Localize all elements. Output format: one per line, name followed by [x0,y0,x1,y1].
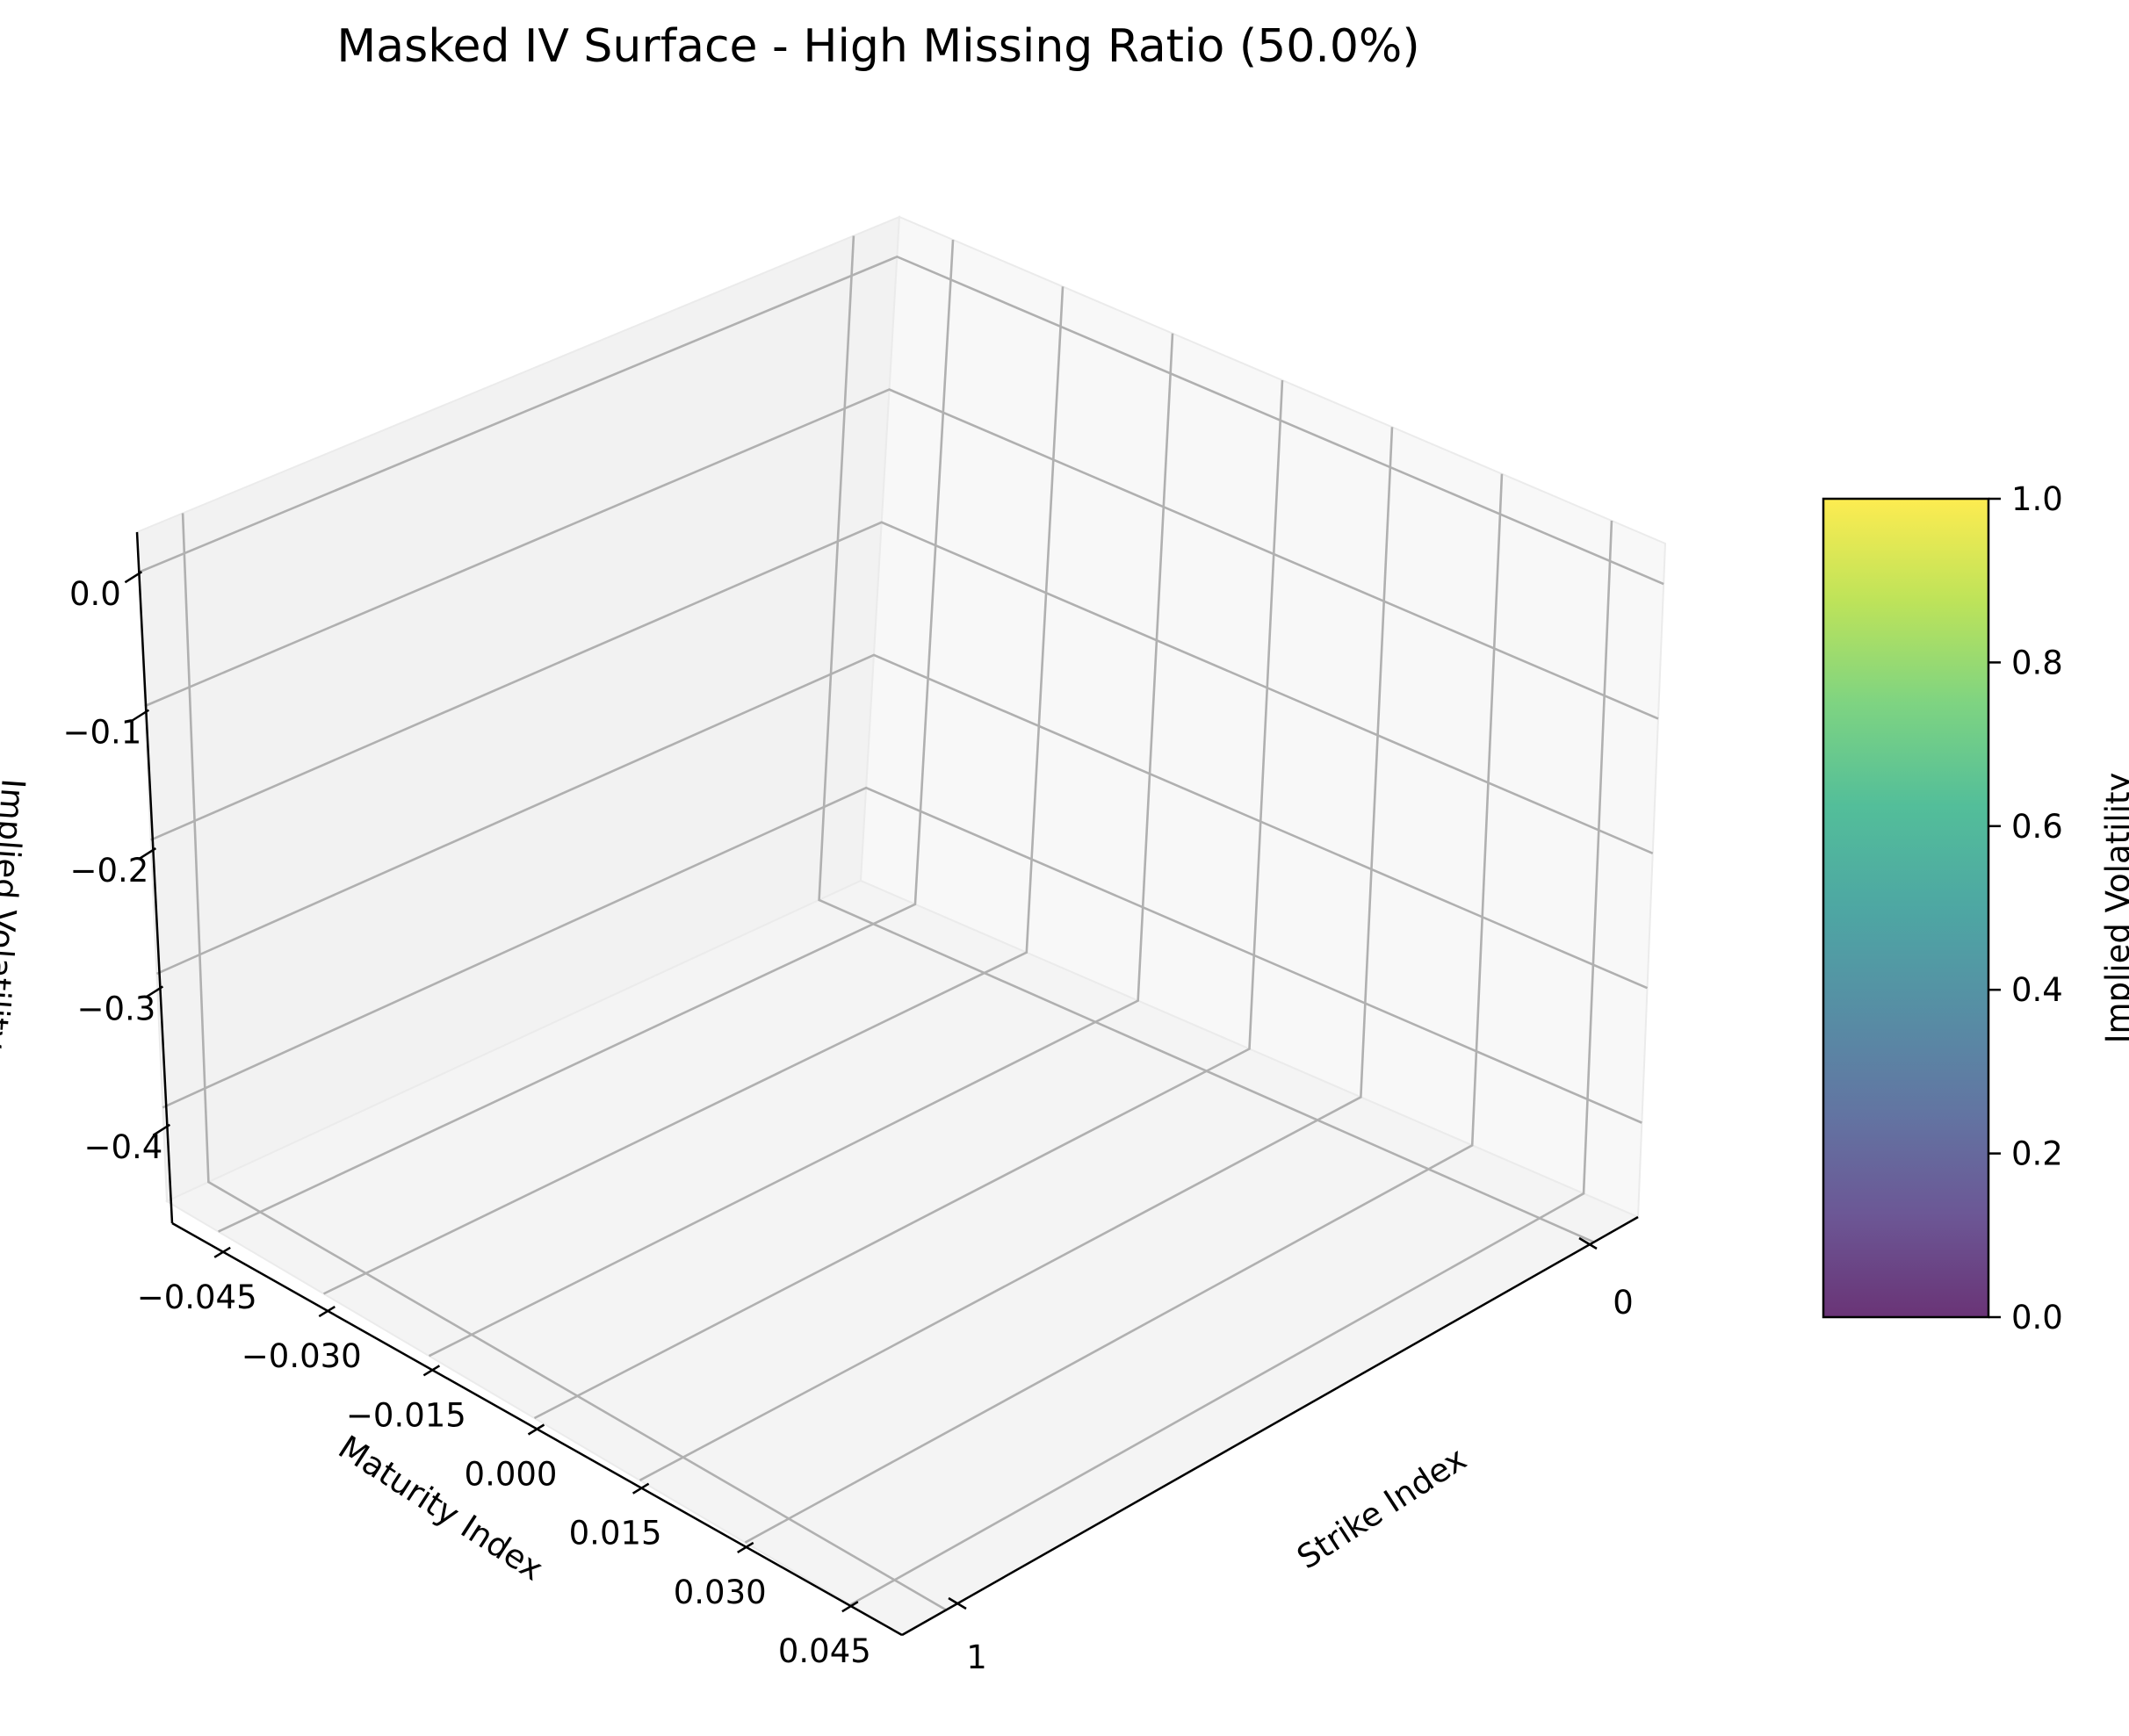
z-axis-label: Implied Volatility [0,777,32,1050]
colorbar-tick-label: 1.0 [2011,480,2063,518]
grid-line-maturity [533,379,1284,1420]
grid-line-maturity [849,520,1613,1606]
y-tick [737,1541,754,1554]
colorbar-gradient [1823,499,1988,1317]
grid-line-maturity [639,427,1394,1481]
grid-line-maturity [744,473,1504,1544]
y-tick-label: −0.030 [242,1337,362,1375]
z-tick [138,846,157,861]
z-tick-label: −0.4 [83,1128,162,1166]
y-tick [318,1305,336,1318]
axes-panes [135,215,1667,1637]
chart-title: Masked IV Surface - High Missing Ratio (… [336,20,1419,73]
colorbar-tick-label: 0.2 [2011,1135,2063,1173]
x-tick-label: 1 [966,1639,987,1676]
x-axis-line [901,1215,1639,1637]
colorbar-frame [1822,497,1990,1319]
y-tick-label: 0.045 [778,1632,871,1670]
grid-line-z [150,521,1654,855]
y-axis-label: Maturity Index [332,1428,550,1588]
grid-line-z [138,255,1664,586]
colorbar-tick-label: 0.4 [2011,971,2063,1009]
colorbar-tick-label: 0.0 [2011,1299,2063,1336]
colorbar-tick-label: 0.6 [2011,808,2063,846]
grid-line-strike [181,513,947,1611]
grid-line-z [155,653,1649,990]
x-tick [1578,1236,1598,1250]
grid-line-maturity [428,333,1174,1358]
y-tick-label: −0.045 [137,1279,257,1316]
z-tick [145,985,164,998]
y-tick-label: 0.030 [674,1574,767,1611]
grid-line-z [144,388,1659,720]
z-tick-label: −0.2 [69,852,148,890]
z-tick [131,709,150,722]
axis-tick-labels: −0.045 −0.030 −0.015 0.000 0.015 0.030 0.045 0 1… [62,575,1633,1676]
z-tick [124,571,143,584]
grid-lines [138,235,1664,1611]
x-tick-label: 0 [1613,1284,1634,1322]
z-tick-label: −0.3 [76,990,155,1027]
axis-ticks [124,571,1598,1613]
x-axis-label: Strike Index [1290,1440,1473,1577]
y-tick-label: −0.015 [346,1396,466,1434]
z-tick-label: −0.1 [62,714,141,752]
grid-line-maturity [218,239,955,1233]
z-tick-label: 0.0 [69,575,121,613]
y-tick [631,1482,650,1495]
y-tick-label: 0.000 [465,1456,558,1494]
grid-line-strike [818,235,1595,1243]
z-tick [152,1123,171,1136]
y-tick [841,1601,859,1613]
grid-line-z [162,786,1642,1124]
z-axis-line [135,531,174,1224]
y-tick [213,1246,231,1258]
colorbar: 0.0 0.2 0.4 0.6 0.8 1.0 Implied Volatility [1822,480,2129,1336]
colorbar-tick-label: 0.8 [2011,644,2063,681]
y-tick-label: 0.015 [569,1515,662,1552]
grid-line-maturity [322,286,1064,1295]
colorbar-label: Implied Volatility [2099,773,2129,1044]
colorbar-ticks: 0.0 0.2 0.4 0.6 0.8 1.0 [1988,480,2063,1336]
y-tick [422,1365,441,1377]
y-tick [527,1423,545,1436]
x-tick [948,1596,967,1610]
